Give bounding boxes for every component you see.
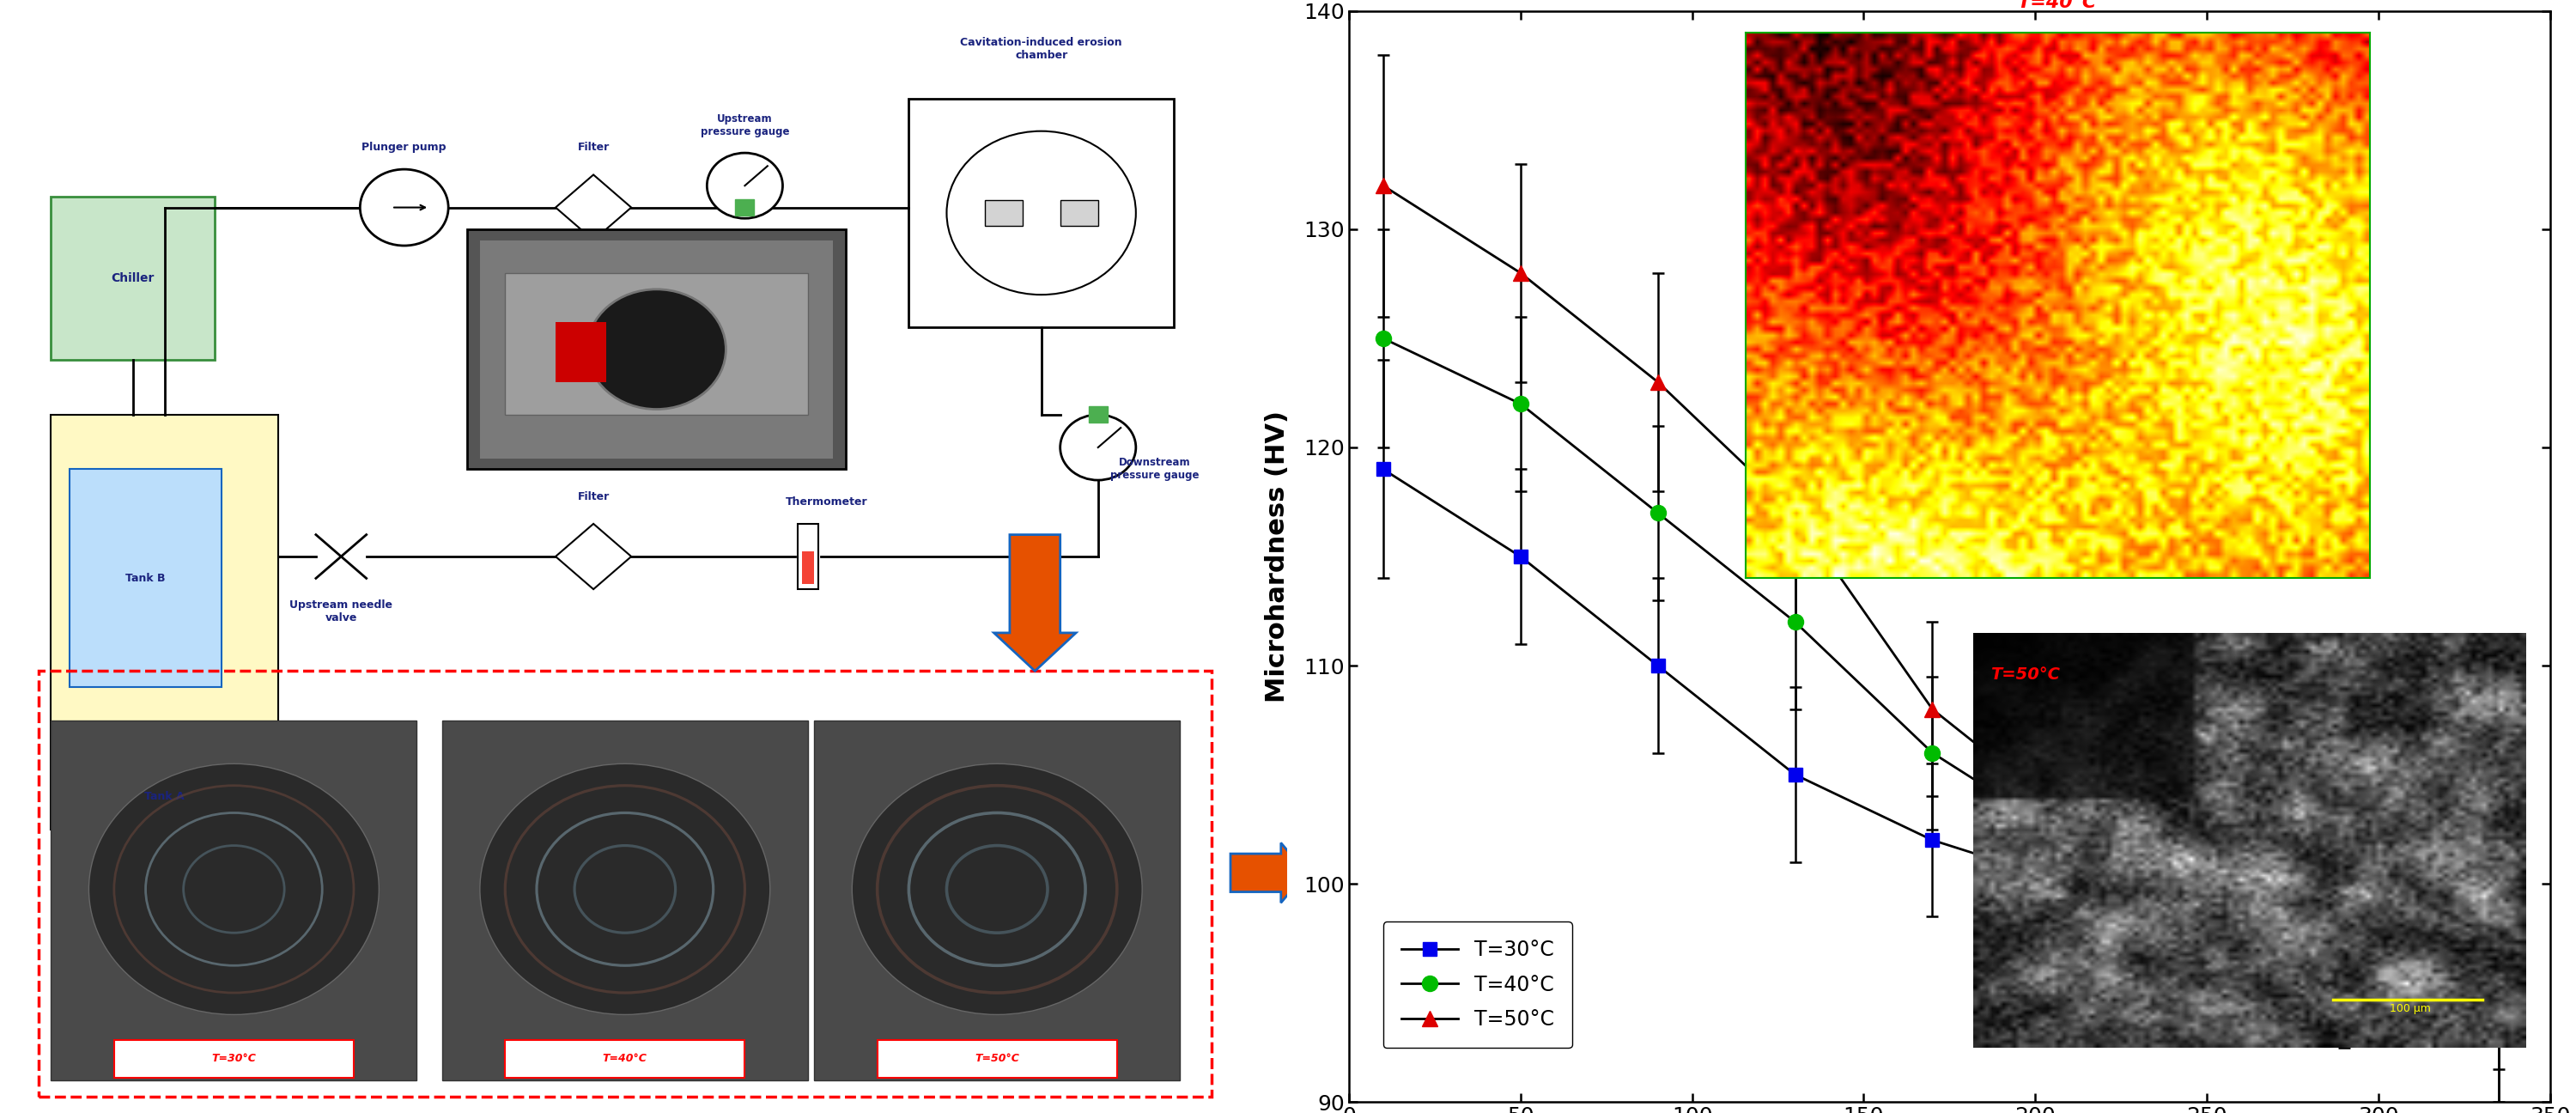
T=40°C <box>2192 877 2223 890</box>
T=30°C <box>2192 943 2223 956</box>
Circle shape <box>945 131 1136 295</box>
Bar <box>801 551 814 583</box>
Text: T=40°C: T=40°C <box>603 1053 647 1064</box>
FancyBboxPatch shape <box>113 1040 353 1077</box>
Polygon shape <box>556 524 631 589</box>
Text: Chiller: Chiller <box>111 273 155 285</box>
T=40°C <box>1368 332 1399 345</box>
T=50°C <box>2483 1008 2514 1022</box>
Y-axis label: Microhardness (HV): Microhardness (HV) <box>1265 411 1291 702</box>
Text: Cavitation-induced erosion
chamber: Cavitation-induced erosion chamber <box>961 37 1123 61</box>
Text: Upstream
pressure gauge: Upstream pressure gauge <box>701 114 788 138</box>
FancyBboxPatch shape <box>878 1040 1118 1077</box>
FancyBboxPatch shape <box>466 229 845 470</box>
T=40°C <box>1504 397 1535 411</box>
T=30°C <box>2483 1030 2514 1043</box>
Bar <box>814 720 1180 1080</box>
Polygon shape <box>556 175 631 240</box>
T=40°C <box>2053 834 2084 847</box>
Bar <box>505 273 809 415</box>
T=40°C <box>1780 615 1811 629</box>
Bar <box>479 240 832 459</box>
Bar <box>734 199 755 216</box>
T=30°C <box>1368 463 1399 476</box>
FancyBboxPatch shape <box>52 197 214 361</box>
FancyBboxPatch shape <box>70 470 222 688</box>
T=50°C <box>2053 811 2084 825</box>
Circle shape <box>479 764 770 1015</box>
Line: T=30°C: T=30°C <box>1376 463 2506 1043</box>
Circle shape <box>1061 415 1136 480</box>
T=30°C <box>1917 834 1947 847</box>
T=40°C <box>2329 964 2360 977</box>
Bar <box>52 720 417 1080</box>
Text: Filter: Filter <box>577 141 611 154</box>
Circle shape <box>88 764 379 1015</box>
Text: Downstream
pressure gauge: Downstream pressure gauge <box>1110 457 1200 481</box>
Line: T=40°C: T=40°C <box>1376 331 2506 1001</box>
Text: Filter: Filter <box>577 491 611 502</box>
Text: Thermometer: Thermometer <box>786 496 868 508</box>
FancyArrow shape <box>1231 843 1306 903</box>
T=30°C <box>2329 964 2360 977</box>
Text: Upstream needle
valve: Upstream needle valve <box>289 599 392 623</box>
T=40°C <box>2483 986 2514 999</box>
T=40°C <box>1643 506 1674 520</box>
T=50°C <box>2192 899 2223 913</box>
Text: T=50°C: T=50°C <box>974 1053 1020 1064</box>
T=50°C <box>1504 266 1535 279</box>
T=50°C <box>1643 375 1674 388</box>
T=30°C <box>1780 768 1811 781</box>
FancyArrow shape <box>994 534 1077 671</box>
Line: T=50°C: T=50°C <box>1376 178 2506 1023</box>
FancyBboxPatch shape <box>52 415 278 829</box>
T=50°C <box>1917 702 1947 716</box>
Text: T=30°C: T=30°C <box>211 1053 255 1064</box>
Bar <box>1090 406 1108 423</box>
T=30°C <box>1504 550 1535 563</box>
Bar <box>556 322 605 382</box>
Circle shape <box>361 169 448 246</box>
Circle shape <box>706 152 783 218</box>
Bar <box>984 200 1023 226</box>
Legend: T=30°C, T=40°C, T=50°C: T=30°C, T=40°C, T=50°C <box>1383 922 1571 1048</box>
Bar <box>799 524 819 589</box>
T=40°C <box>1917 746 1947 759</box>
Text: Plunger pump: Plunger pump <box>361 141 446 154</box>
T=30°C <box>1643 659 1674 672</box>
Bar <box>1061 200 1097 226</box>
T=30°C <box>2053 877 2084 890</box>
FancyBboxPatch shape <box>505 1040 744 1077</box>
Bar <box>443 720 809 1080</box>
Text: Tank B: Tank B <box>126 573 165 584</box>
T=50°C <box>2329 964 2360 977</box>
T=50°C <box>1368 179 1399 193</box>
FancyBboxPatch shape <box>909 98 1175 327</box>
Circle shape <box>853 764 1141 1015</box>
T=50°C <box>1780 506 1811 520</box>
Text: Tank A: Tank A <box>144 791 185 802</box>
Circle shape <box>587 289 726 410</box>
